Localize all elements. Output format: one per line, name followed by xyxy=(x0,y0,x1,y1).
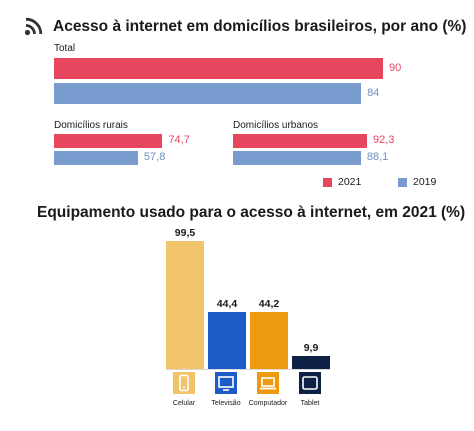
chart2-title: Equipamento usado para o acesso à intern… xyxy=(37,204,466,221)
value-urban-2019: 88,1 xyxy=(366,151,389,163)
value-urban-2021: 92,3 xyxy=(373,134,395,146)
tablet-icon xyxy=(299,372,321,394)
bar-rural-2019 xyxy=(54,151,138,165)
column-label-tablet: Tablet xyxy=(300,400,320,407)
rss-icon xyxy=(24,17,43,36)
column-label-celular: Celular xyxy=(172,400,196,407)
value-rural-2019: 57,8 xyxy=(143,151,166,163)
legend-label-2019: 2019 xyxy=(413,176,437,188)
laptop-icon xyxy=(257,372,279,394)
column-label-televisao: Televisão xyxy=(211,400,241,407)
column-value-televisao: 44,4 xyxy=(216,297,238,310)
column-computador xyxy=(250,311,288,369)
column-label-computador: Computador xyxy=(248,400,288,407)
column-baseline xyxy=(166,369,330,370)
chart-title: Acesso à internet em domicílios brasilei… xyxy=(53,18,467,35)
tv-icon xyxy=(215,372,237,394)
legend-label-2021: 2021 xyxy=(338,176,362,188)
group-label-urban: Domicílios urbanos xyxy=(233,120,319,131)
smartphone-icon xyxy=(173,372,195,394)
value-total-2021: 90 xyxy=(389,62,402,74)
value-total-2019: 84 xyxy=(367,87,380,99)
bar-total-2019 xyxy=(54,83,362,104)
legend-swatch-2019 xyxy=(398,178,407,187)
value-rural-2021: 74,7 xyxy=(168,134,190,146)
group-label-total: Total xyxy=(54,43,76,54)
bar-urban-2021 xyxy=(233,134,367,148)
column-value-tablet: 9,9 xyxy=(303,342,319,355)
column-tablet xyxy=(292,356,330,369)
legend-swatch-2021 xyxy=(323,178,332,187)
bar-rural-2021 xyxy=(54,134,163,148)
column-value-celular: 99,5 xyxy=(174,226,196,239)
column-value-computador: 44,2 xyxy=(258,297,280,310)
group-label-rural: Domicílios rurais xyxy=(54,120,128,131)
column-celular xyxy=(166,240,204,369)
column-televisao xyxy=(208,311,246,369)
bar-total-2021 xyxy=(54,58,383,79)
bar-urban-2019 xyxy=(233,151,361,165)
